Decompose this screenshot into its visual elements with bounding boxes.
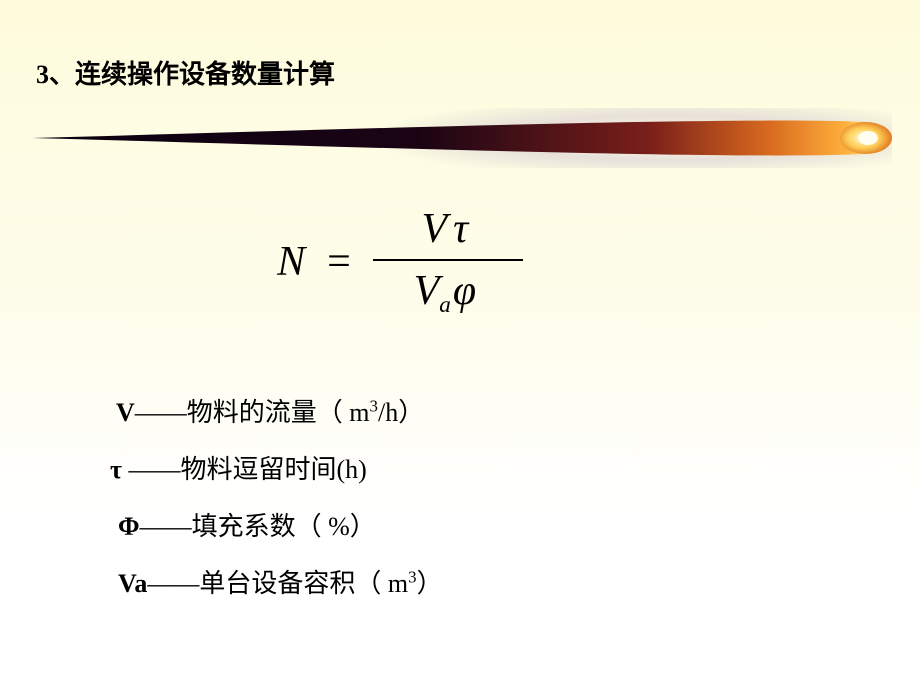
def-symbol: Va [118,569,147,599]
def-text-pre: 物料逗留时间(h) [180,455,366,484]
equation-numerator: Vτ [411,205,484,253]
eq-den-sub: a [439,291,451,317]
comet-divider [28,108,892,168]
slide: 3、连续操作设备数量计算 [0,0,920,690]
def-text-post: ） [417,569,443,598]
eq-num-tau: τ [453,206,474,252]
comet-core [858,131,878,145]
def-symbol: Φ [118,512,140,542]
def-symbol: τ [110,455,122,485]
fraction-bar [373,259,523,261]
def-dash: —— [128,455,180,484]
def-text-post: /h） [378,398,424,427]
equation: N = Vτ Vaφ [0,205,920,318]
equation-fraction: Vτ Vaφ [373,205,523,318]
definitions: V——物料的流量（ m3/h） τ ——物料逗留时间(h) Φ——填充系数（ %… [112,392,443,620]
def-text-pre: 物料的流量（ m [187,398,370,427]
def-text-pre: 填充系数（ %） [192,512,376,541]
equation-lhs: N [277,238,305,286]
eq-num-V: V [421,206,453,252]
definition-row: V——物料的流量（ m3/h） [112,392,443,429]
def-dash: —— [147,569,199,598]
equation-equals: = [327,238,351,286]
def-sup: 3 [370,396,378,415]
def-text-pre: 单台设备容积（ m [199,569,408,598]
def-symbol: V [116,398,135,428]
def-dash: —— [140,512,192,541]
slide-title: 3、连续操作设备数量计算 [36,54,335,91]
definition-row: τ ——物料逗留时间(h) [112,449,443,486]
definition-row: Va——单台设备容积（ m3） [112,563,443,600]
equation-denominator: Vaφ [404,267,492,318]
definition-row: Φ——填充系数（ %） [112,506,443,543]
eq-den-phi: φ [453,268,482,314]
def-dash: —— [135,398,187,427]
def-sup: 3 [408,567,416,586]
